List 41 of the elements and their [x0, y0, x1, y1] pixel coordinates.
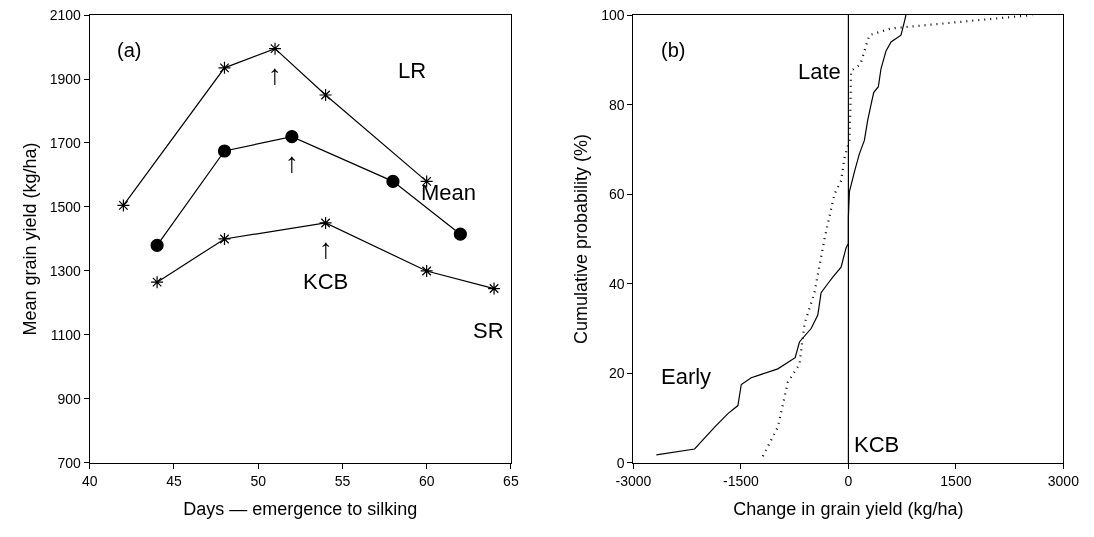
x-tick-label: 50: [250, 472, 267, 489]
text: LR: [398, 58, 427, 83]
y-tick-label: 2100: [49, 6, 82, 23]
ref-line-label: KCB: [854, 432, 900, 457]
annotation: ↑: [268, 59, 282, 90]
text: (b): [661, 39, 686, 61]
annotation: ↑: [319, 233, 333, 264]
x-tick-label: 60: [418, 472, 435, 489]
x-tick-label: 3000: [1047, 472, 1080, 489]
x-tick-label: 40: [81, 472, 98, 489]
y-tick-label: 1700: [49, 134, 82, 151]
y-tick-label: 0: [616, 454, 625, 471]
series-label: Early: [661, 364, 712, 389]
x-tick-label: -3000: [615, 472, 652, 489]
y-tick-label: 100: [601, 6, 625, 23]
x-axis-title: Days — emergence to silking: [183, 498, 418, 519]
y-tick-label: 1500: [49, 198, 82, 215]
x-axis-title: Change in grain yield (kg/ha): [733, 498, 964, 519]
y-tick-label: 60: [608, 186, 625, 203]
x-tick-label: 45: [166, 472, 182, 489]
series-label: SR: [473, 318, 504, 343]
series-label: Late: [798, 59, 841, 84]
annotation: KCB: [303, 269, 349, 294]
annotation: ↑: [285, 147, 299, 178]
y-axis-title: Mean grain yield (kg/ha): [19, 142, 40, 336]
x-tick-label: 0: [844, 472, 853, 489]
y-axis-title: Cumulative probability (%): [571, 133, 592, 344]
y-tick-label: 900: [57, 390, 82, 407]
x-tick-label: -1500: [723, 472, 760, 489]
x-tick-label: 65: [503, 472, 519, 489]
x-tick-label: 1500: [940, 472, 972, 489]
y-tick-label: 20: [608, 365, 625, 382]
y-tick-label: 80: [608, 96, 625, 113]
text: (a): [117, 39, 142, 61]
y-tick-label: 1300: [49, 262, 82, 279]
y-tick-label: 700: [57, 454, 82, 471]
y-tick-label: 1100: [50, 326, 82, 343]
y-tick-label: 40: [608, 275, 625, 292]
x-tick-label: 55: [334, 472, 351, 489]
y-tick-label: 1900: [49, 70, 82, 87]
series-label: Mean: [421, 180, 477, 205]
